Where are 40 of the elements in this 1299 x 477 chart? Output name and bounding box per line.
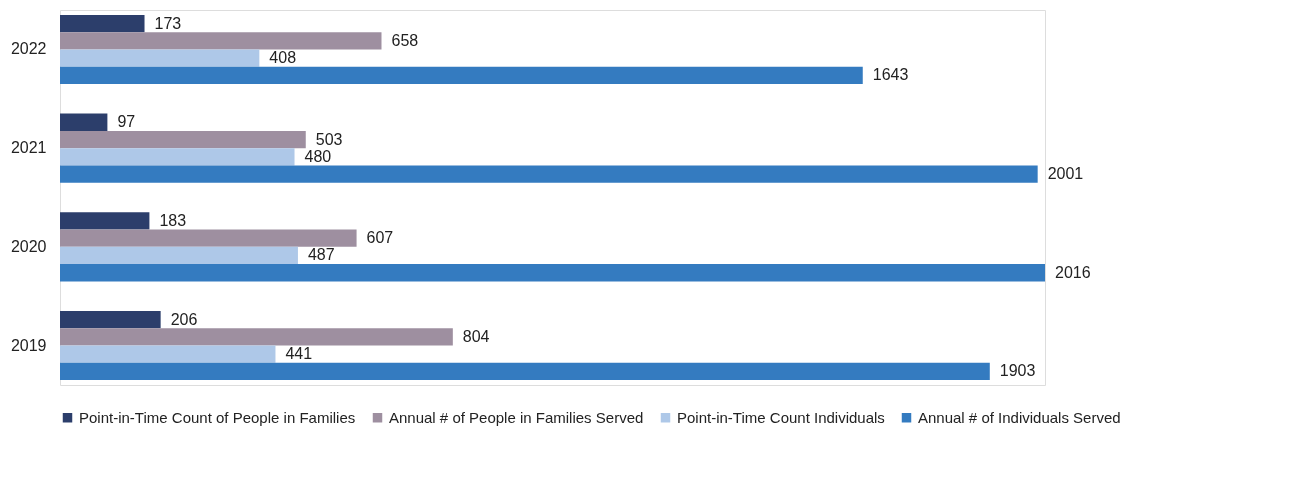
data-label: 503	[315, 130, 343, 148]
y-tick-label: 2019	[10, 336, 47, 354]
data-label: 658	[391, 31, 419, 49]
bar	[60, 362, 990, 381]
legend-label: Annual # of People in Families Served	[389, 408, 644, 426]
data-label: 1903	[999, 362, 1036, 380]
bar	[60, 130, 306, 149]
data-label: 1643	[872, 66, 909, 84]
data-label: 408	[269, 49, 297, 67]
data-label: 441	[285, 345, 313, 363]
legend-label: Point-in-Time Count of People in Families	[79, 408, 356, 426]
bar	[60, 49, 260, 67]
data-label: 480	[304, 147, 332, 165]
bar	[60, 310, 161, 329]
bar	[60, 148, 295, 166]
bar	[60, 345, 276, 363]
bar	[60, 212, 150, 230]
data-label: 487	[307, 246, 335, 264]
y-tick-label: 2022	[10, 40, 47, 58]
bar	[60, 32, 382, 50]
data-label: 183	[159, 211, 187, 229]
bar	[60, 113, 108, 131]
y-tick-label: 2020	[10, 237, 47, 255]
bar	[60, 246, 298, 265]
legend-label: Point-in-Time Count Individuals	[677, 408, 885, 426]
data-label: 607	[366, 229, 394, 247]
data-label: 173	[154, 14, 182, 32]
bar	[60, 66, 863, 85]
data-label: 2001	[1047, 165, 1084, 183]
y-tick-label: 2021	[10, 139, 47, 157]
data-label: 804	[462, 327, 490, 345]
bar	[60, 328, 453, 346]
bar	[60, 264, 1045, 282]
data-label: 206	[170, 310, 198, 328]
legend-label: Annual # of Individuals Served	[918, 408, 1121, 426]
bar	[60, 229, 357, 247]
bar	[60, 165, 1038, 183]
data-label: 97	[117, 113, 136, 131]
bar	[60, 14, 145, 33]
data-label: 2016	[1055, 263, 1091, 281]
